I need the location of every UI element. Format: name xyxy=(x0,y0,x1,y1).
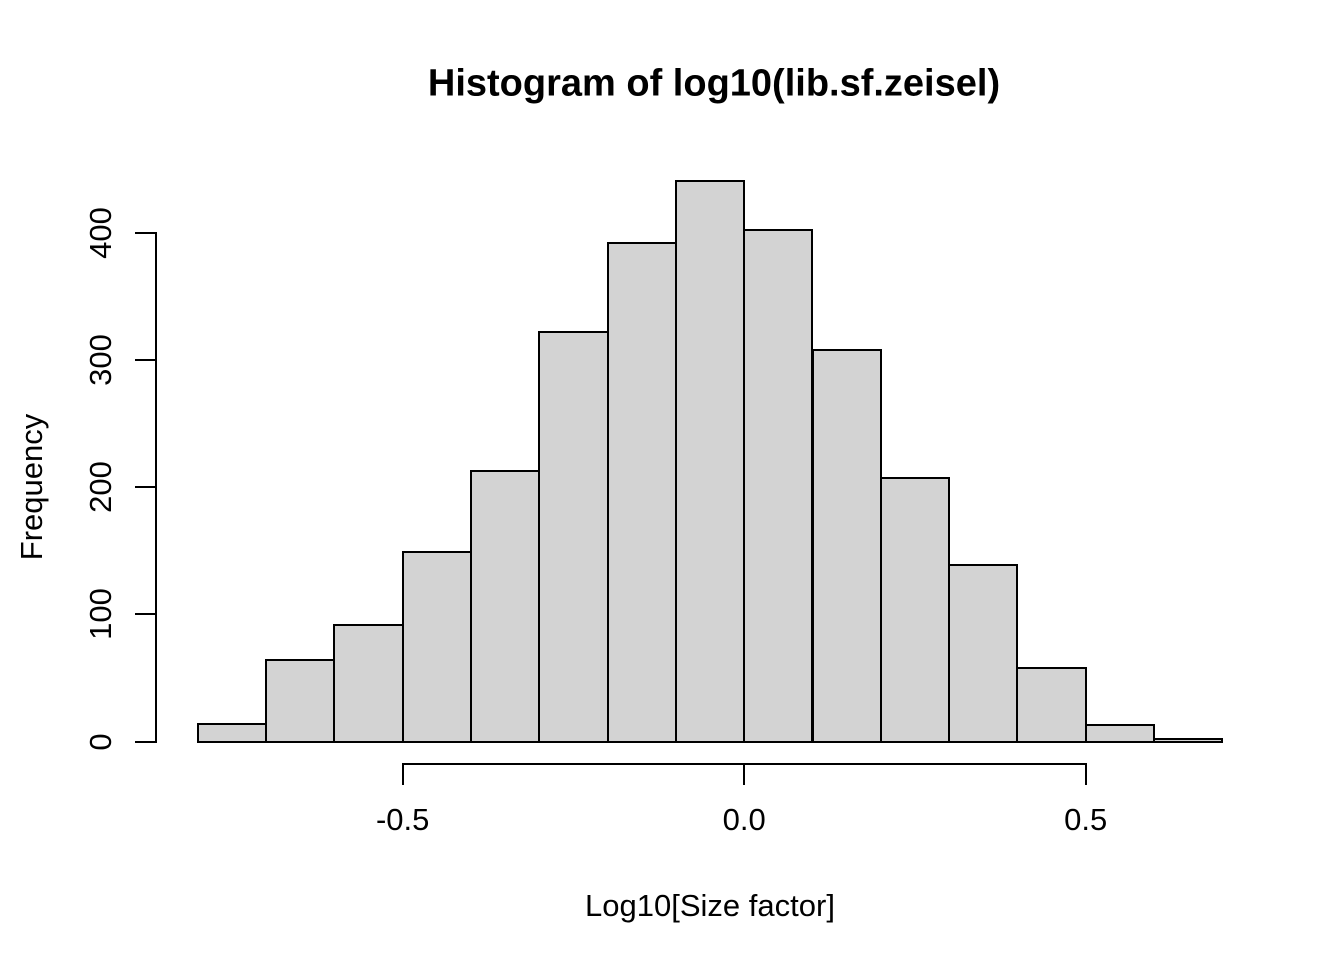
y-axis-label: Frequency xyxy=(14,413,49,561)
histogram-bar xyxy=(606,241,677,743)
x-tick-label: 0.5 xyxy=(1064,802,1108,837)
histogram-bar xyxy=(265,659,336,743)
histogram-bar xyxy=(538,330,609,743)
y-tick xyxy=(135,740,155,743)
x-tick-label: 0.0 xyxy=(722,802,766,837)
y-tick xyxy=(135,231,155,234)
histogram-bar xyxy=(1084,724,1155,743)
y-tick xyxy=(135,613,155,616)
y-tick xyxy=(135,358,155,361)
x-axis-line xyxy=(401,763,1087,766)
histogram-bar xyxy=(811,348,882,743)
y-axis-line xyxy=(155,231,157,743)
histogram-bar xyxy=(470,469,541,743)
y-tick-label: 0 xyxy=(83,733,118,751)
y-tick-label: 200 xyxy=(83,461,118,514)
y-tick-label: 400 xyxy=(83,206,118,259)
histogram-bar xyxy=(879,477,951,743)
y-tick xyxy=(135,486,155,489)
histogram-bar xyxy=(948,563,1019,743)
x-tick-label: -0.5 xyxy=(375,802,430,837)
x-tick xyxy=(743,765,746,786)
x-axis-label: Log10[Size factor] xyxy=(585,888,835,923)
histogram-bar xyxy=(674,179,746,743)
histogram-bar xyxy=(1153,738,1224,743)
histogram-bar xyxy=(196,722,268,743)
histogram-bar xyxy=(333,623,404,743)
histogram-bar xyxy=(401,551,472,743)
y-tick-label: 300 xyxy=(83,334,118,386)
chart-title: Histogram of log10(lib.sf.zeisel) xyxy=(427,62,1001,105)
histogram-bar xyxy=(743,229,814,743)
histogram-bar xyxy=(1016,666,1087,743)
x-tick xyxy=(401,765,404,786)
x-tick xyxy=(1084,765,1087,786)
y-tick-label: 100 xyxy=(83,588,118,641)
